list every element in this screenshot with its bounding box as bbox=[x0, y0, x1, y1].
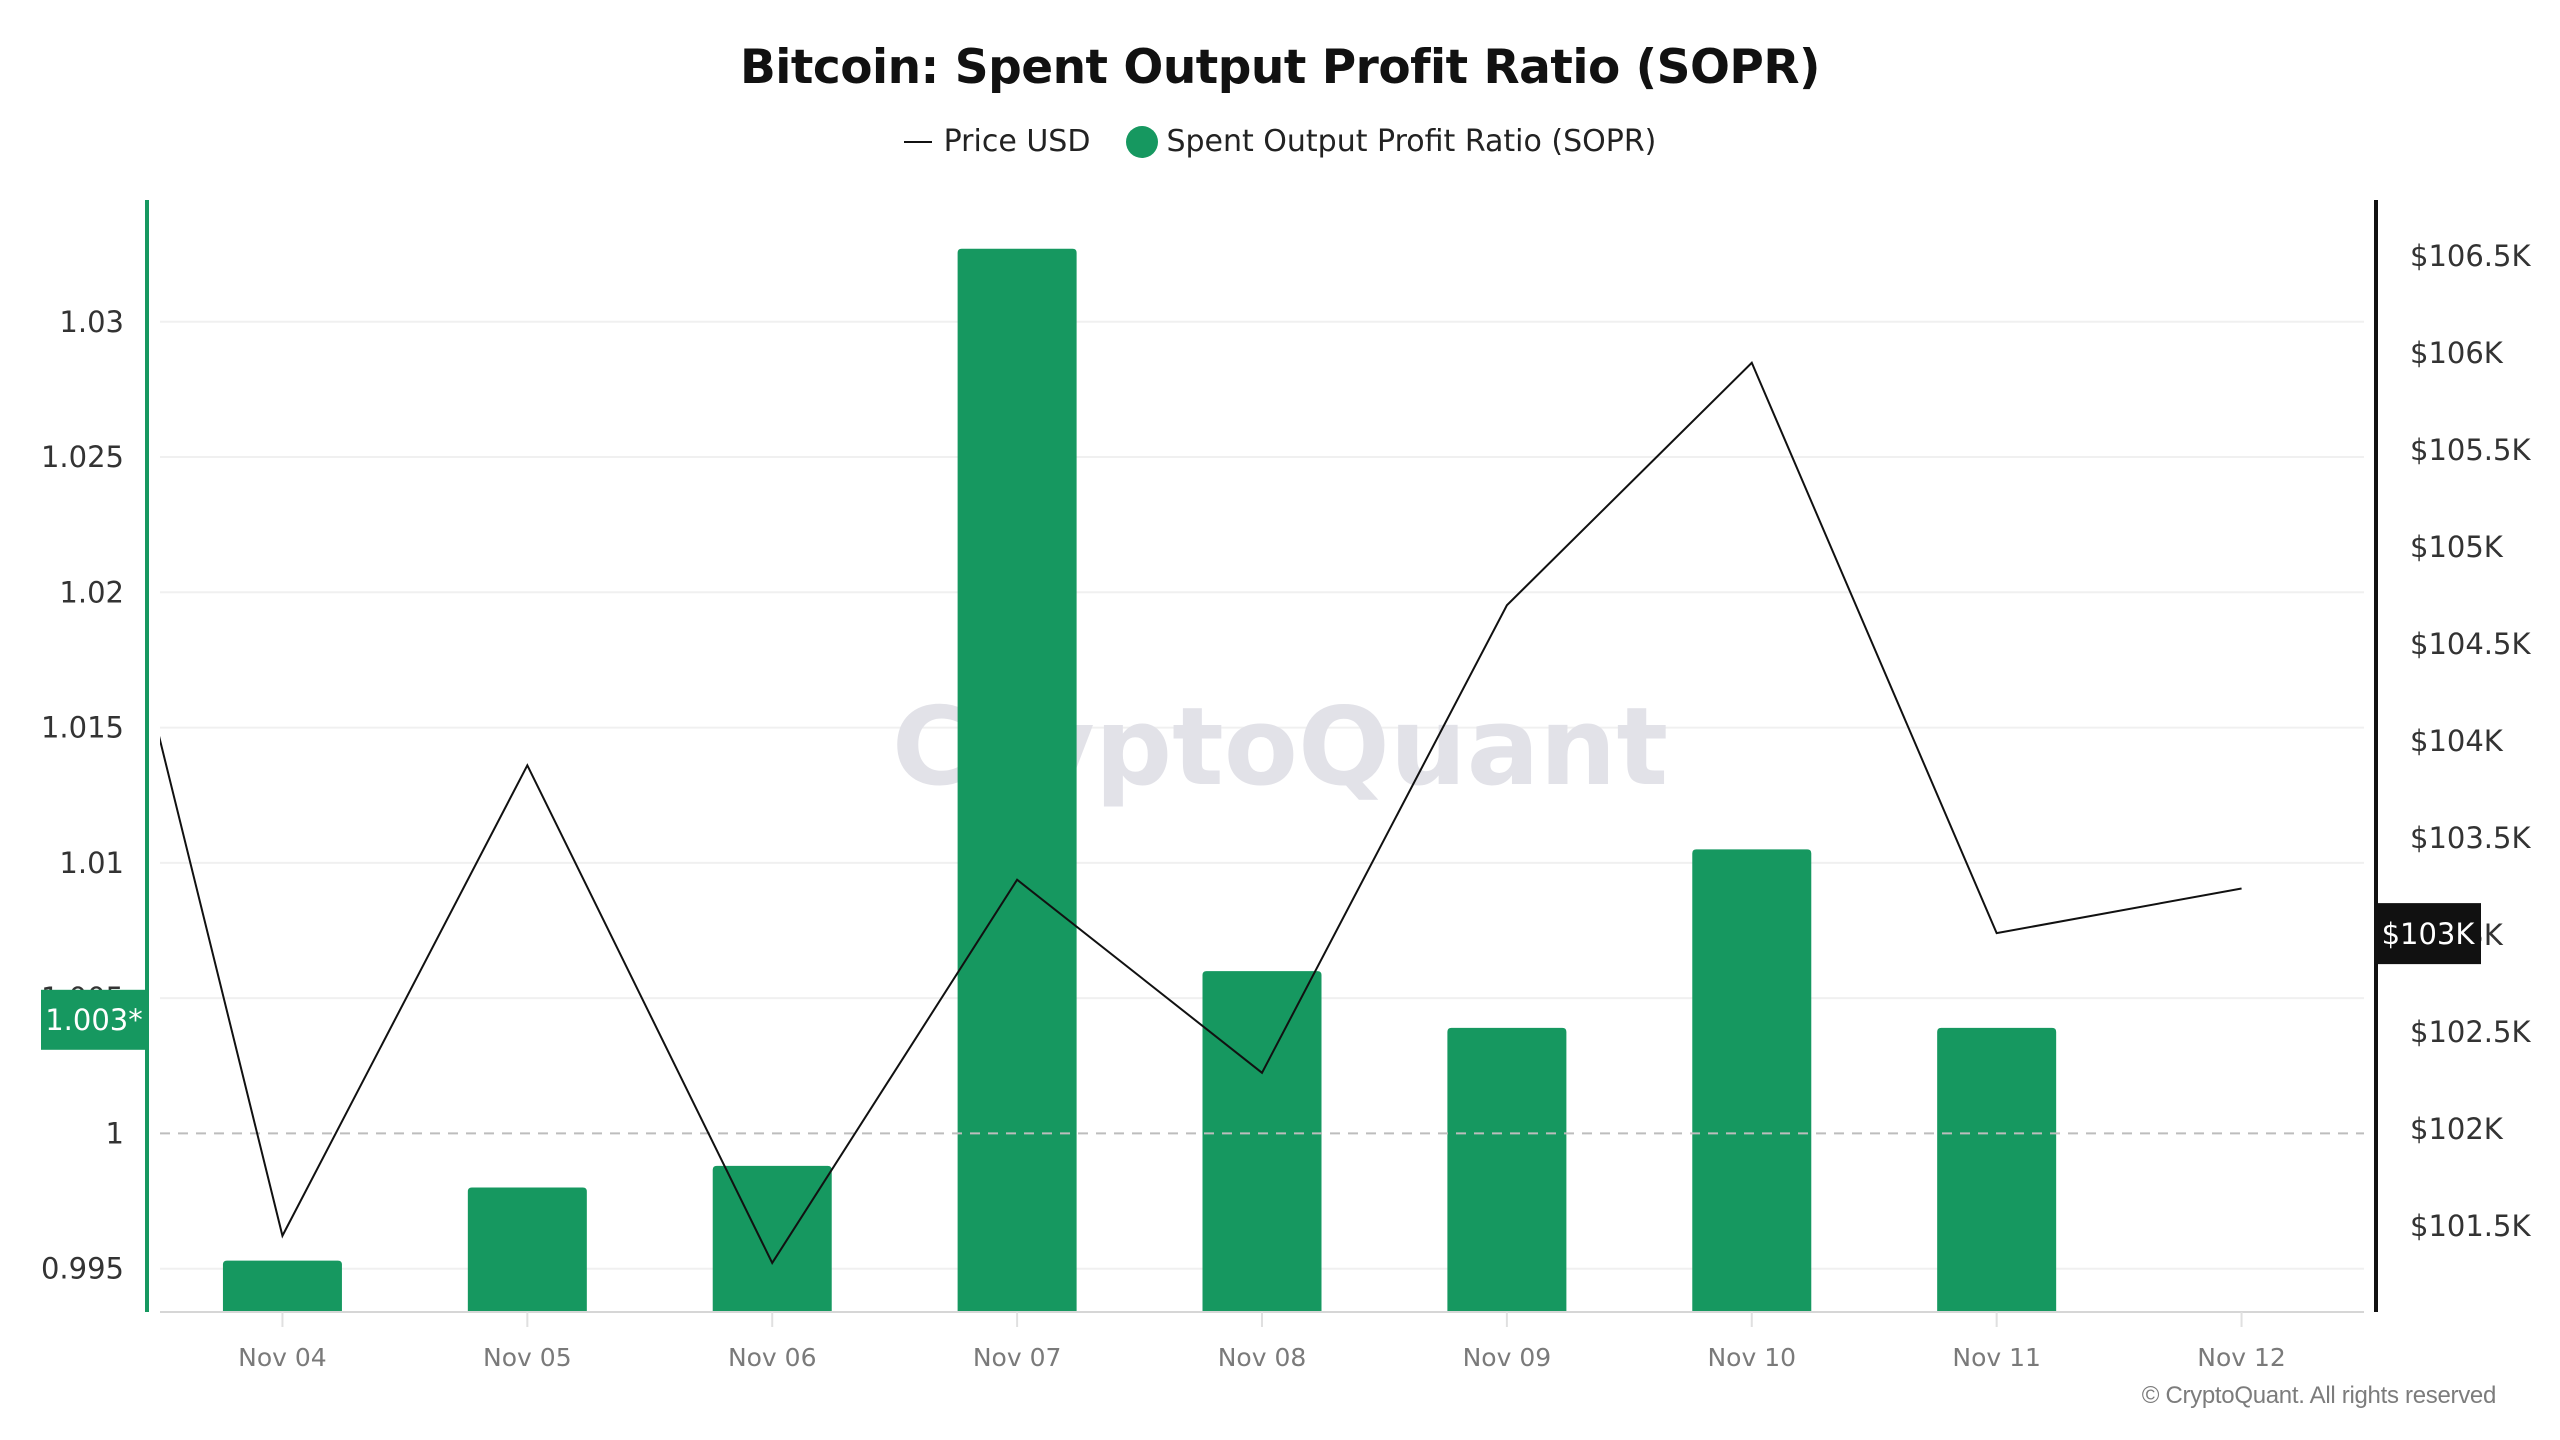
legend-label-price-usd: Price USD bbox=[943, 124, 1091, 159]
current-value-tags: 1.003* $103K bbox=[41, 903, 2481, 1050]
sopr-current-value-label: 1.003* bbox=[45, 1003, 143, 1037]
sopr-bar bbox=[222, 1260, 342, 1312]
chart-legend: Price USD Spent Output Profit Ratio (SOP… bbox=[0, 124, 2560, 159]
right-tick-label: $102K bbox=[2410, 1112, 2504, 1146]
legend-item-sopr[interactable]: Spent Output Profit Ratio (SOPR) bbox=[1126, 124, 1656, 159]
price-line-group bbox=[160, 361, 2242, 1265]
left-tick-label: 1.01 bbox=[59, 846, 124, 880]
left-tick-label: 1.025 bbox=[41, 440, 124, 474]
x-tick-label: Nov 12 bbox=[2197, 1343, 2286, 1372]
legend-item-price-usd[interactable]: Price USD bbox=[903, 124, 1091, 159]
chart-title: Bitcoin: Spent Output Profit Ratio (SOPR… bbox=[739, 40, 1821, 95]
x-tick-label: Nov 08 bbox=[1218, 1343, 1307, 1372]
x-tick-label: Nov 07 bbox=[973, 1343, 1062, 1372]
price-current-value-label: $103K bbox=[2382, 917, 2476, 951]
right-tick-label: $102.5K bbox=[2410, 1015, 2531, 1049]
sopr-bar bbox=[1937, 1027, 2057, 1312]
left-tick-label: 1.015 bbox=[41, 711, 124, 745]
legend-dot-icon bbox=[1126, 125, 1159, 158]
left-tick-label: 1 bbox=[106, 1116, 124, 1150]
left-tick-label: 1.02 bbox=[59, 575, 124, 609]
x-axis-ticks: Nov 04 Nov 05 Nov 06 Nov 07 Nov 08 Nov 09 Nov … bbox=[238, 1312, 2286, 1372]
left-tick-label: 1.03 bbox=[59, 305, 124, 339]
sopr-bar bbox=[1447, 1027, 1567, 1312]
right-tick-label: $105K bbox=[2410, 530, 2504, 564]
x-tick-label: Nov 11 bbox=[1952, 1343, 2041, 1372]
x-tick-label: Nov 10 bbox=[1707, 1343, 1796, 1372]
x-tick-label: Nov 04 bbox=[238, 1343, 327, 1372]
price-current-value-tag bbox=[2376, 903, 2481, 965]
right-axis-ticks: $101.5K$102K$102.5K$103K$103.5K$104K$104… bbox=[2410, 239, 2531, 1243]
right-tick-label: $101.5K bbox=[2410, 1209, 2531, 1243]
sopr-bar bbox=[467, 1187, 587, 1312]
sopr-bar bbox=[1202, 971, 1322, 1312]
legend-label-sopr: Spent Output Profit Ratio (SOPR) bbox=[1166, 124, 1657, 159]
sopr-bar bbox=[712, 1165, 832, 1312]
right-tick-label: $106K bbox=[2410, 336, 2504, 370]
right-tick-label: $103.5K bbox=[2410, 821, 2531, 855]
right-tick-label: $106.5K bbox=[2410, 239, 2531, 273]
sopr-bar bbox=[957, 248, 1077, 1313]
right-tick-label: $105.5K bbox=[2410, 433, 2531, 467]
legend-line-icon bbox=[903, 140, 932, 143]
sopr-bar bbox=[1692, 849, 1812, 1312]
sopr-current-value-tag bbox=[41, 989, 147, 1050]
copyright-footer: © CryptoQuant. All rights reserved bbox=[2141, 1382, 2497, 1409]
price-line bbox=[160, 361, 2242, 1265]
right-tick-label: $104K bbox=[2410, 724, 2504, 758]
x-tick-label: Nov 06 bbox=[728, 1343, 817, 1372]
sopr-bars bbox=[222, 248, 2057, 1313]
x-tick-label: Nov 09 bbox=[1463, 1343, 1552, 1372]
x-tick-label: Nov 05 bbox=[483, 1343, 572, 1372]
left-tick-label: 0.995 bbox=[41, 1252, 124, 1286]
right-tick-label: $104.5K bbox=[2410, 627, 2531, 661]
